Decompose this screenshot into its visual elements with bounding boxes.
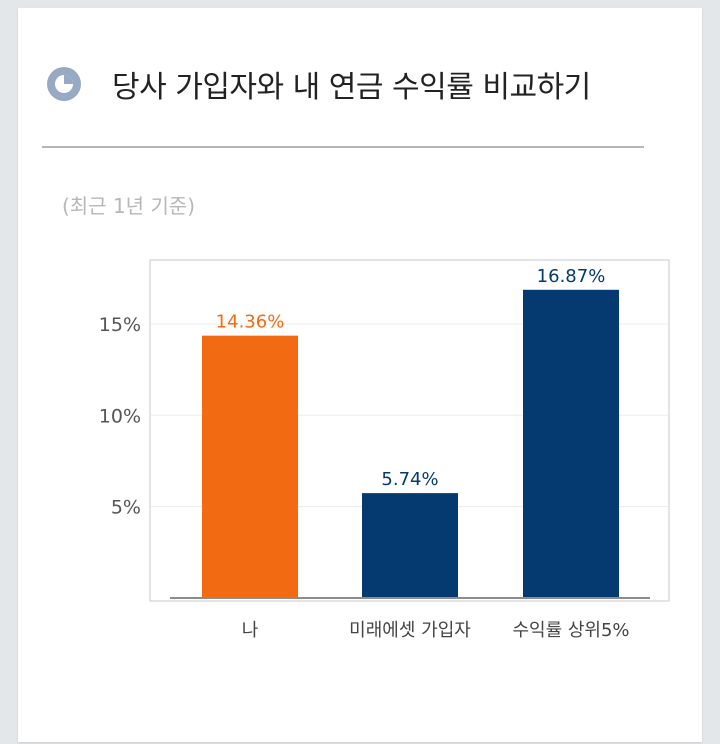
period-subtitle: (최근 1년 기준): [62, 194, 196, 218]
data-label: 5.74%: [381, 469, 438, 490]
data-label: 14.36%: [216, 312, 285, 333]
pie-chart-icon: [47, 67, 81, 101]
bar: [523, 289, 619, 598]
y-tick-label: 15%: [99, 314, 141, 336]
y-tick-label: 10%: [99, 405, 141, 427]
y-tick-label: 5%: [111, 497, 141, 519]
bar: [362, 493, 458, 598]
card-header: 당사 가입자와 내 연금 수익률 비교하기: [46, 56, 591, 112]
page-title: 당사 가입자와 내 연금 수익률 비교하기: [112, 70, 591, 105]
x-category-label: 나: [242, 620, 259, 641]
x-category-label: 미래에셋 가입자: [349, 620, 471, 641]
x-category-label: 수익률 상위5%: [512, 620, 629, 641]
data-label: 16.87%: [537, 266, 606, 287]
bar: [202, 335, 298, 598]
header-divider: [42, 146, 644, 148]
